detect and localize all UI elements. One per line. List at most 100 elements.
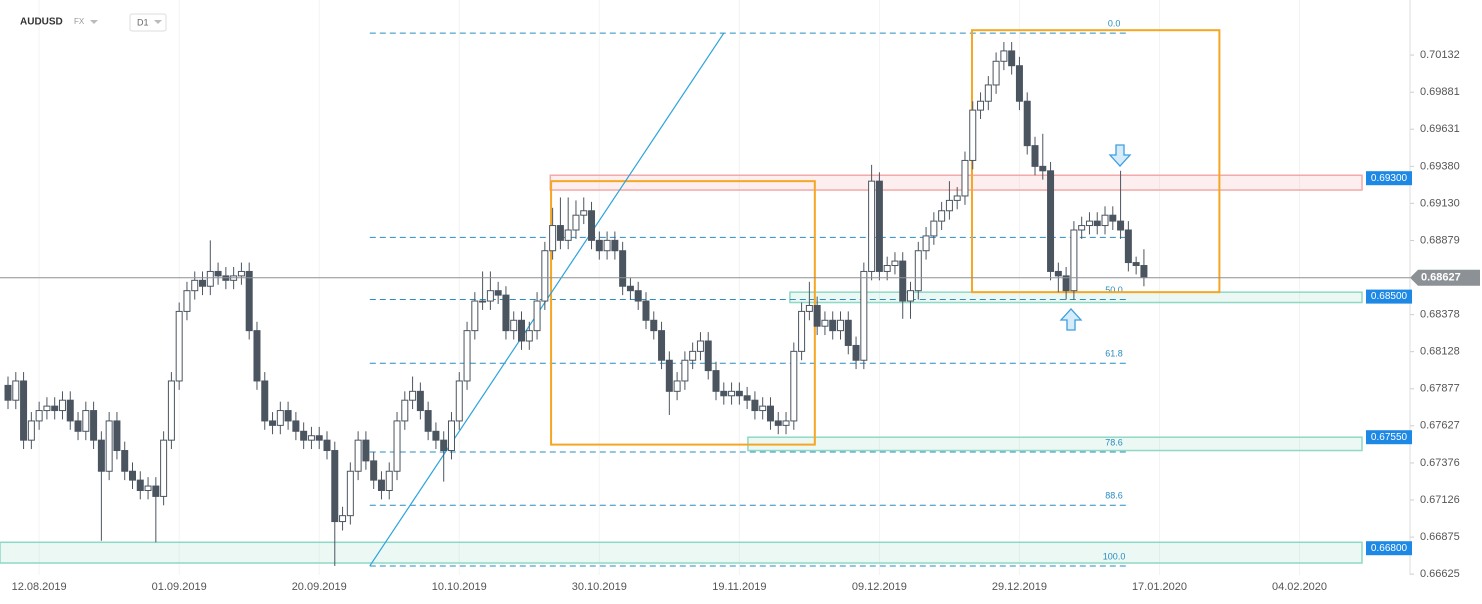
candle-body	[510, 319, 518, 332]
candle-body	[525, 330, 533, 342]
candle-body	[51, 405, 59, 412]
candle-body	[440, 439, 448, 452]
candle-body	[206, 270, 214, 287]
candle-body	[922, 235, 930, 252]
candle-body	[463, 330, 471, 382]
candle-body	[432, 430, 440, 441]
fib-label: 61.8	[1105, 349, 1123, 359]
y-tick-label: 0.68378	[1420, 309, 1460, 321]
candle-body	[315, 435, 323, 441]
candle-body	[829, 319, 837, 332]
candle-body	[494, 290, 502, 296]
candle-body	[658, 330, 666, 361]
candle-body	[1008, 50, 1016, 67]
level-label: 0.67550	[1371, 432, 1408, 443]
candle-body	[821, 319, 829, 327]
candle-body	[1140, 265, 1148, 278]
candle-body	[938, 210, 946, 222]
candle-body	[945, 199, 953, 212]
candle-body	[673, 380, 681, 392]
candle-body	[1047, 170, 1055, 272]
candle-body	[1117, 220, 1125, 231]
level-zone	[789, 291, 1363, 304]
candle-body	[619, 250, 627, 287]
candle-body	[66, 399, 74, 422]
candle-body	[97, 439, 105, 472]
candle-body	[642, 300, 650, 321]
candle-body	[813, 304, 821, 327]
candle-body	[743, 395, 751, 401]
candle-body	[284, 410, 292, 422]
y-tick-label: 0.67376	[1420, 457, 1460, 469]
x-tick-label: 12.08.2019	[12, 581, 67, 593]
candle-body	[650, 319, 658, 332]
y-tick-label: 0.69881	[1420, 86, 1460, 98]
candle-body	[1039, 165, 1047, 172]
candle-body	[12, 380, 20, 401]
candle-body	[1062, 275, 1070, 292]
candle-body	[572, 214, 580, 231]
candle-body	[245, 270, 253, 332]
candle-body	[214, 270, 222, 277]
candle-body	[907, 290, 915, 302]
x-tick-label: 17.01.2020	[1132, 581, 1187, 593]
candle-body	[370, 460, 378, 481]
candle-body	[930, 220, 938, 237]
interval-select[interactable]	[129, 13, 167, 32]
x-tick-label: 20.09.2019	[292, 581, 347, 593]
candle-body	[564, 229, 572, 241]
x-tick-label: 01.09.2019	[152, 581, 207, 593]
candle-body	[199, 279, 207, 287]
candle-body	[689, 350, 697, 361]
candle-body	[541, 250, 549, 302]
candle-body	[774, 420, 782, 426]
candle-body	[323, 439, 331, 452]
y-tick-label: 0.66625	[1420, 568, 1460, 580]
candle-body	[144, 485, 152, 491]
candle-body	[253, 330, 261, 382]
candle-body	[486, 290, 494, 302]
candle-body	[362, 439, 370, 462]
candle-body	[90, 410, 98, 441]
candle-body	[401, 399, 409, 422]
candle-body	[969, 109, 977, 161]
candle-body	[269, 420, 277, 426]
candle-body	[1015, 65, 1023, 102]
candle-body	[556, 225, 564, 241]
candle-body	[1124, 229, 1132, 264]
candle-body	[836, 319, 844, 332]
y-tick-label: 0.70132	[1420, 49, 1460, 61]
orange-box	[970, 29, 1221, 294]
candle-body	[385, 470, 393, 491]
candle-body	[782, 420, 790, 426]
candle-body	[634, 290, 642, 302]
level-label: 0.68500	[1371, 291, 1408, 302]
candle-body	[704, 340, 712, 372]
candle-body	[580, 210, 588, 216]
fib-label: 100.0	[1103, 551, 1126, 561]
candle-body	[455, 380, 463, 422]
candle-body	[533, 300, 541, 332]
candle-body	[696, 340, 704, 352]
y-tick-label: 0.67627	[1420, 420, 1460, 432]
candle-body	[549, 225, 557, 252]
candle-body	[751, 399, 759, 412]
candle-body	[891, 260, 899, 267]
candle-body	[167, 380, 175, 441]
candle-body	[595, 239, 603, 252]
candle-body	[588, 210, 596, 241]
candle-body	[175, 310, 183, 382]
market-caret[interactable]	[90, 20, 98, 24]
candle-body	[518, 319, 526, 342]
x-tick-label: 10.10.2019	[432, 581, 487, 593]
down-arrow	[1108, 144, 1132, 167]
level-zone	[0, 541, 1363, 564]
candle-body	[953, 195, 961, 201]
candle-body	[1070, 229, 1078, 292]
current-price-label: 0.68627	[1421, 272, 1461, 284]
candle-body	[1109, 214, 1117, 222]
candle-body	[961, 159, 969, 197]
interval: D1	[137, 17, 149, 27]
level-zone	[747, 436, 1363, 452]
